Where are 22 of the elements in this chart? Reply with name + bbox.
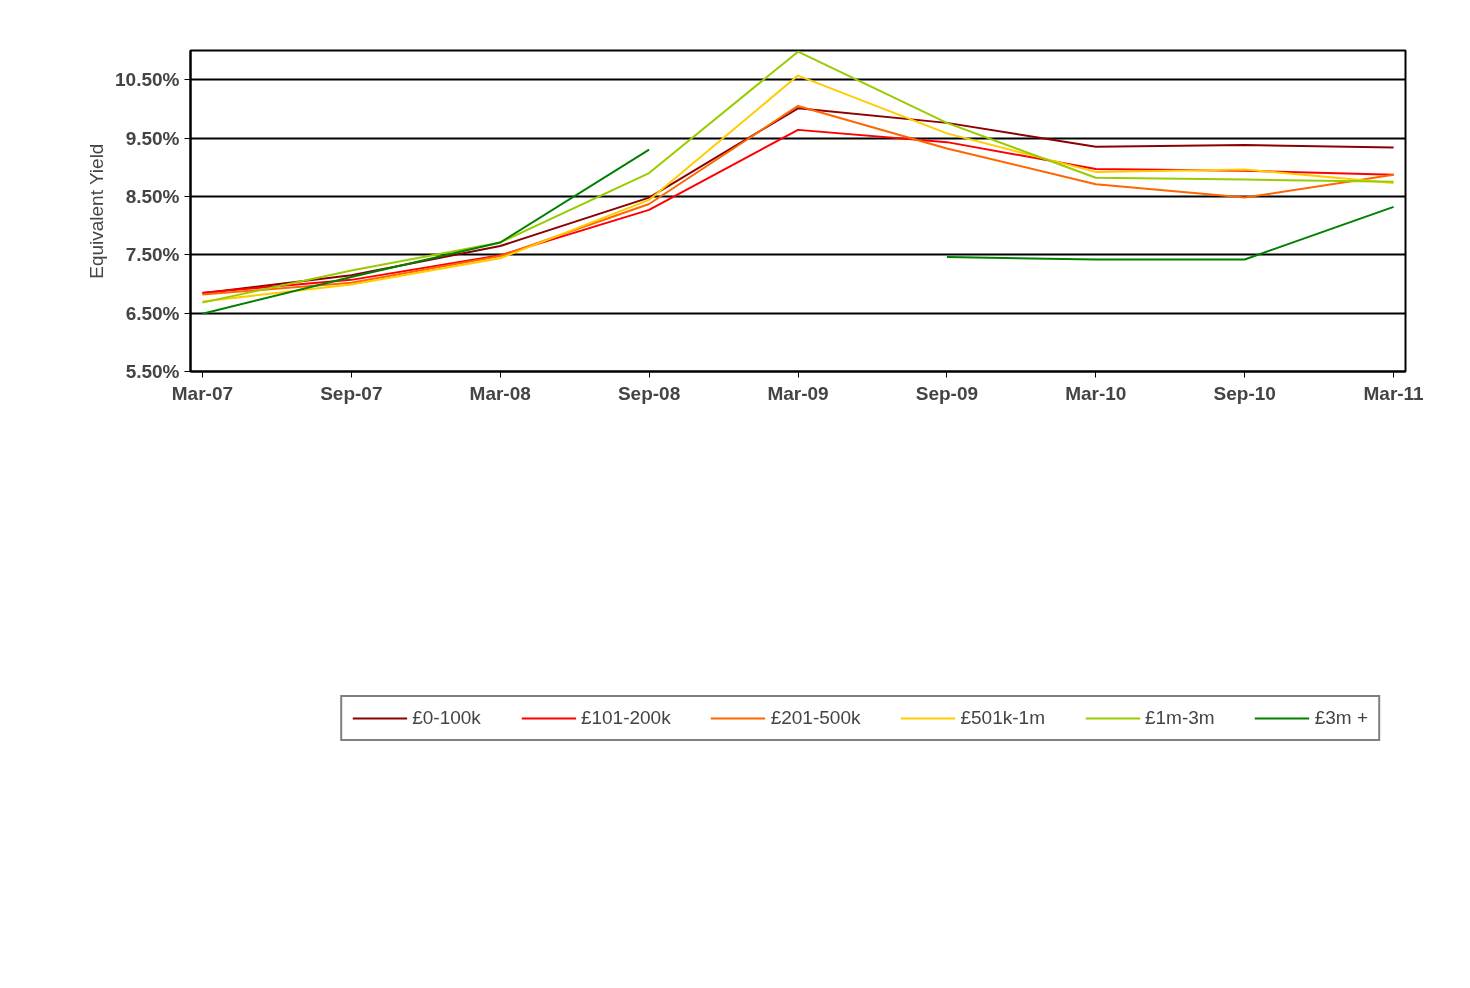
x-tick-label: Sep-09 bbox=[915, 382, 979, 404]
y-tick-label: 8.50% bbox=[125, 185, 180, 207]
x-tick-label: Sep-08 bbox=[617, 382, 681, 404]
y-tick-label: 5.50% bbox=[125, 361, 180, 382]
legend-label: £501k-1m bbox=[960, 707, 1045, 729]
x-tick-label: Sep-07 bbox=[320, 382, 383, 404]
x-tick-label: Mar-09 bbox=[767, 382, 829, 404]
legend-label: £1m-3m bbox=[1144, 707, 1215, 729]
x-tick-label: Mar-10 bbox=[1065, 382, 1127, 404]
y-tick-label: 6.50% bbox=[125, 302, 180, 324]
x-tick-label: Mar-07 bbox=[171, 382, 234, 404]
y-tick-label: 10.50% bbox=[115, 69, 180, 91]
x-tick-label: Mar-08 bbox=[469, 382, 531, 404]
x-tick-label: Mar-11 bbox=[1363, 382, 1425, 404]
y-axis-title: Equivalent Yield bbox=[86, 143, 108, 279]
y-tick-label: 9.50% bbox=[125, 127, 180, 149]
legend-label: £101-200k bbox=[580, 707, 671, 729]
y-tick-label: 7.50% bbox=[125, 244, 180, 266]
legend-label: £0-100k bbox=[412, 707, 481, 729]
legend-label: £201-500k bbox=[770, 707, 861, 729]
legend-label: £3m + bbox=[1314, 707, 1368, 729]
x-tick-label: Sep-10 bbox=[1213, 382, 1276, 404]
